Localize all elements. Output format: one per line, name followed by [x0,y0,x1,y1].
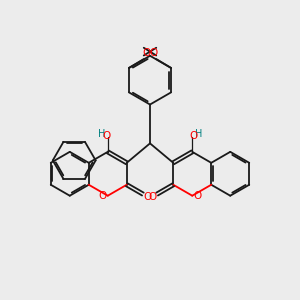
Text: O: O [190,131,198,141]
Text: H: H [195,129,202,139]
Text: O: O [142,47,150,58]
Text: H: H [98,129,105,139]
Text: O: O [194,191,202,201]
Text: O: O [102,131,110,141]
Text: O: O [148,192,157,202]
Text: O: O [143,192,152,202]
Text: O: O [150,47,158,58]
Text: O: O [98,191,106,201]
